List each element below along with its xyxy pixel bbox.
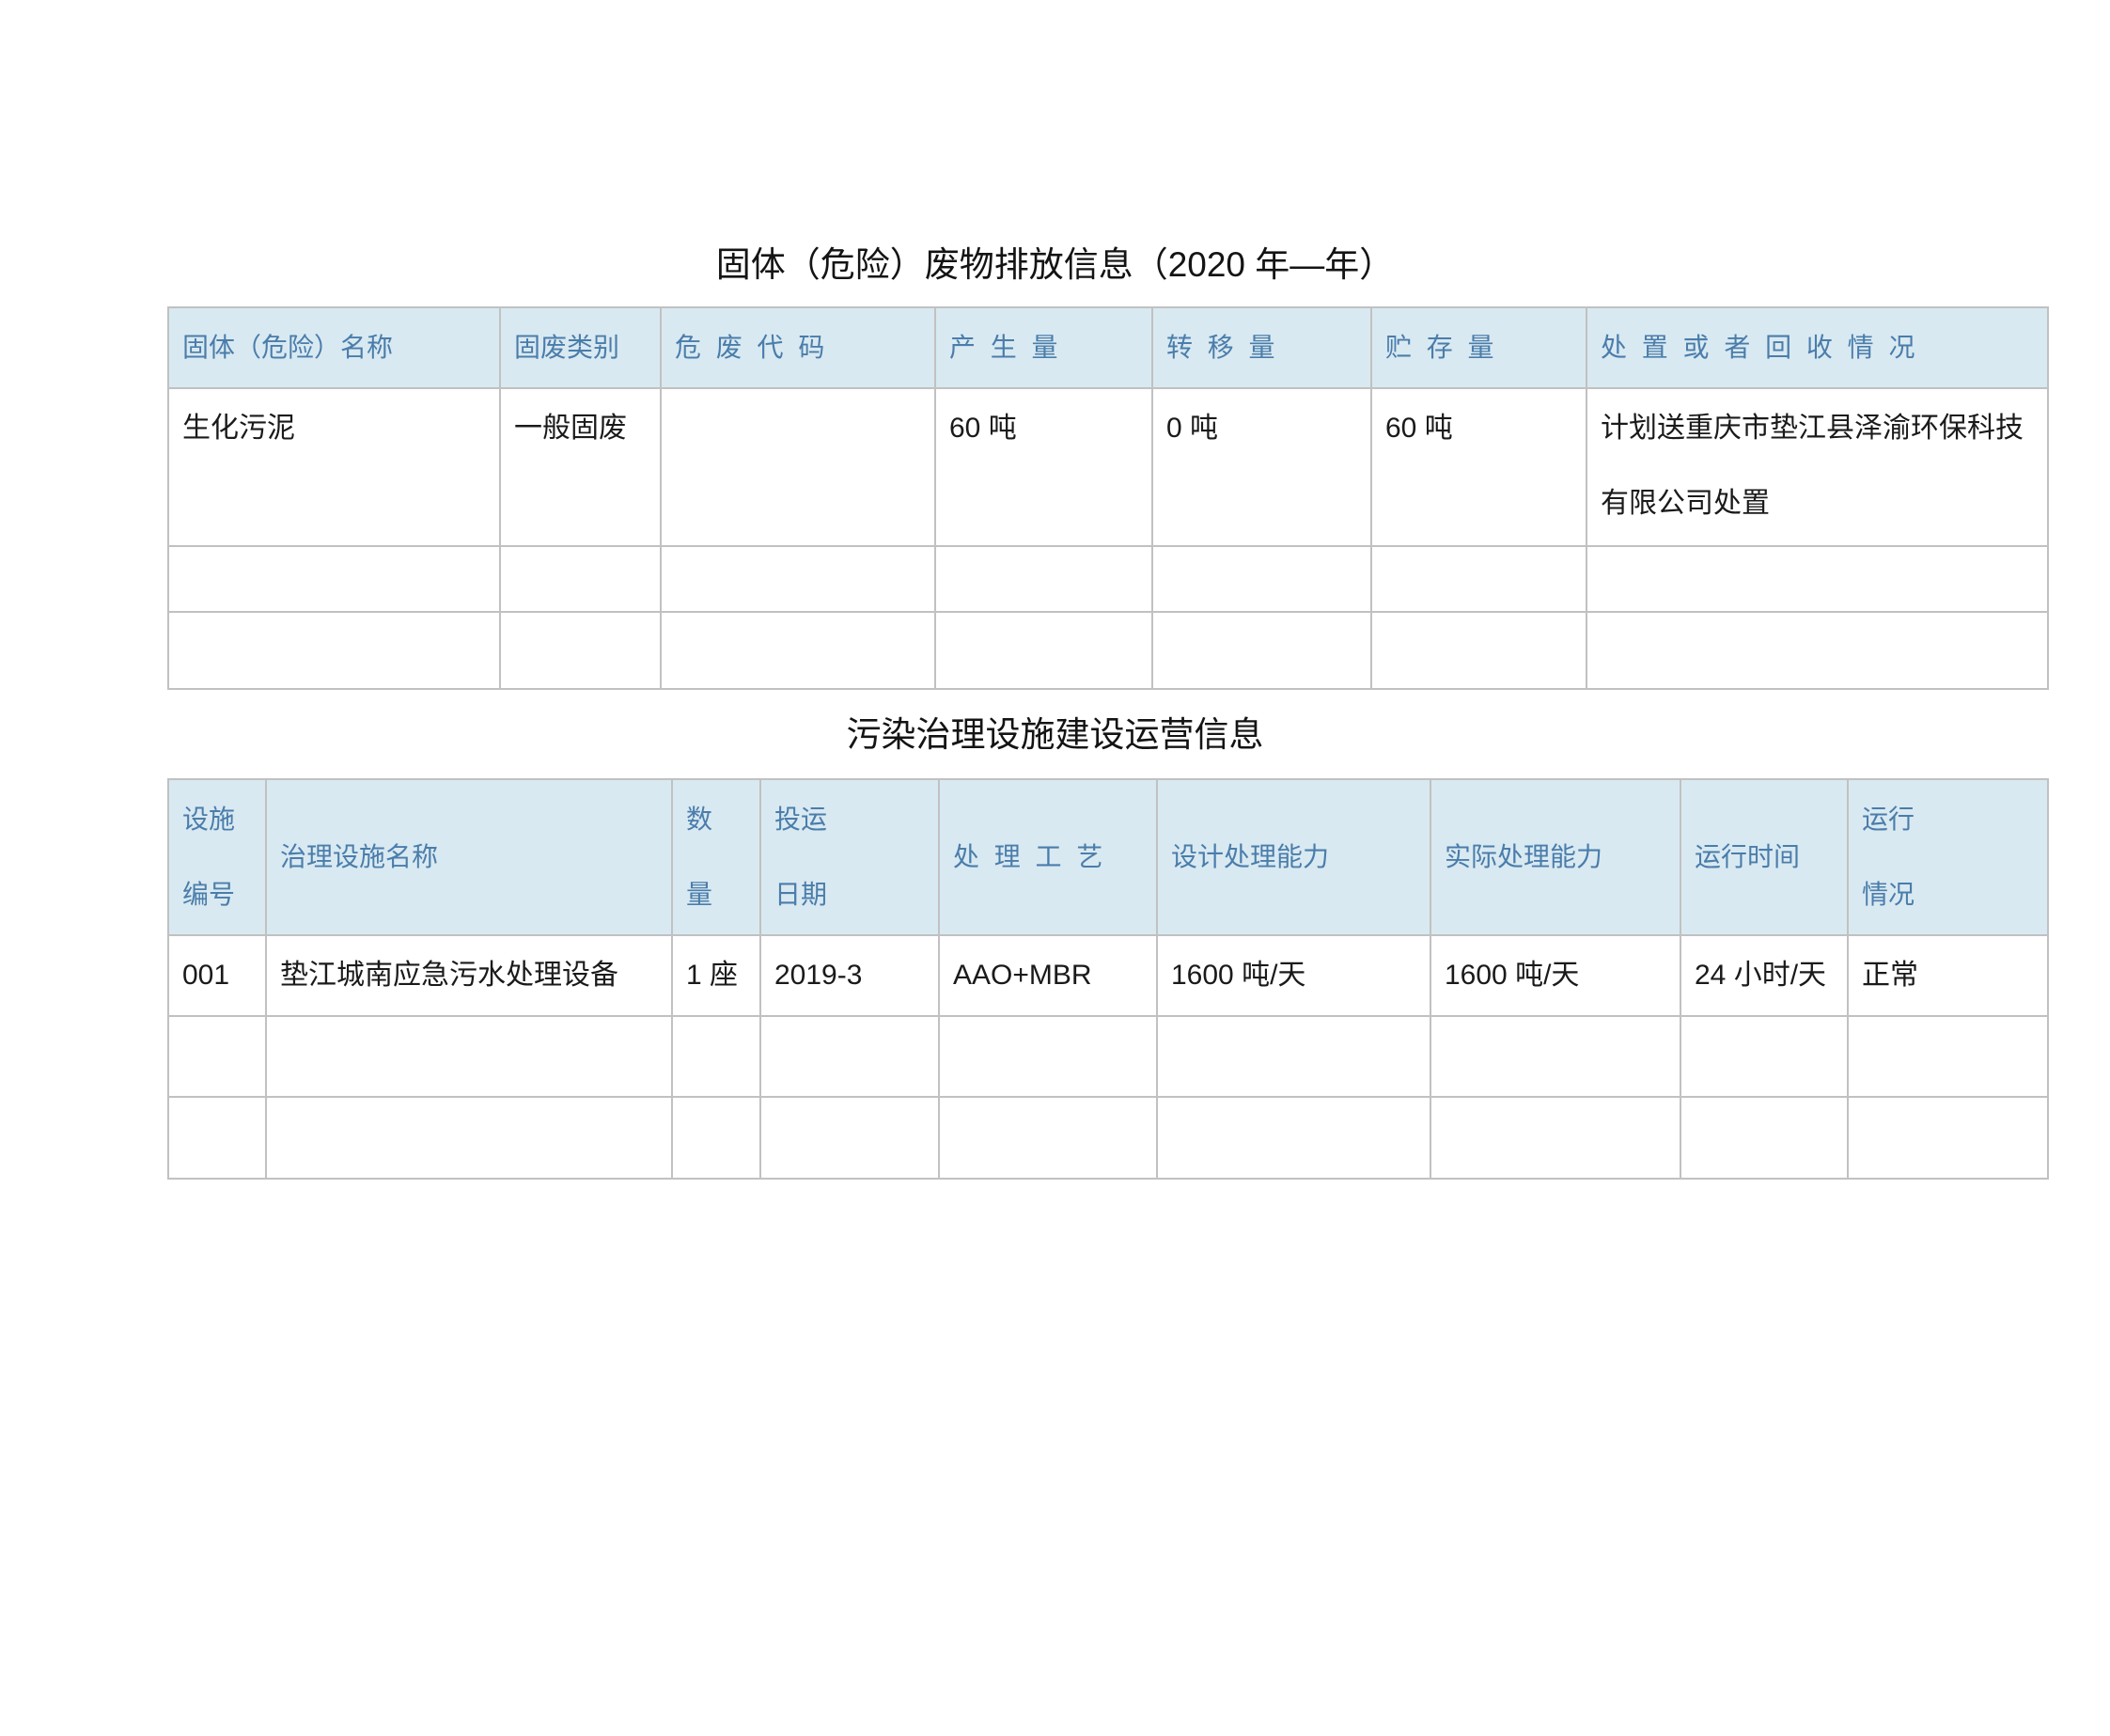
table-cell [1370,611,1587,690]
cell-operation-date: 2019-3 [759,934,940,1017]
section2-title: 污染治理设施建设运营信息 [846,715,1264,754]
facility-table-empty-row [167,1015,2049,1098]
table-cell [167,611,501,690]
treatment-facility-table: 设施 编号 治理设施名称 数 量 投运 日期 处 理 工 艺 设计处理能力 实际… [167,778,2049,1180]
table-cell [934,545,1153,613]
col-disposal-recovery: 处 置 或 者 回 收 情 况 [1586,306,2049,389]
table-cell [167,545,501,613]
col-transfer-amount: 转 移 量 [1151,306,1372,389]
facility-table-header-row: 设施 编号 治理设施名称 数 量 投运 日期 处 理 工 艺 设计处理能力 实际… [167,778,2049,936]
cell-facility-id: 001 [167,934,267,1017]
cell-storage-amount: 60 吨 [1370,387,1587,547]
cell-treatment-process: AAO+MBR [938,934,1158,1017]
facility-table-data-row: 001 垫江城南应急污水处理设备 1 座 2019-3 AAO+MBR 1600… [167,934,2049,1017]
table-cell [1680,1015,1849,1098]
table-cell [1430,1015,1681,1098]
table-cell [660,545,936,613]
table-cell [759,1015,940,1098]
cell-operation-status: 正常 [1847,934,2049,1017]
col-operation-status: 运行 情况 [1847,778,2049,936]
table-cell [1151,611,1372,690]
table-cell [1156,1015,1431,1098]
col-facility-id: 设施 编号 [167,778,267,936]
col-quantity: 数 量 [671,778,761,936]
table-cell [265,1096,673,1180]
table-cell [938,1015,1158,1098]
facility-table-empty-row [167,1096,2049,1180]
table-cell [1847,1015,2049,1098]
cell-production-amount: 60 吨 [934,387,1153,547]
table-cell [759,1096,940,1180]
table-cell [1847,1096,2049,1180]
waste-table-data-row: 生化污泥 一般固废 60 吨 0 吨 60 吨 计划送重庆市垫江县泽渝环保科技有… [167,387,2049,547]
cell-waste-category: 一般固废 [499,387,662,547]
table-cell [1680,1096,1849,1180]
table-cell [1156,1096,1431,1180]
col-production-amount: 产 生 量 [934,306,1153,389]
col-storage-amount: 贮 存 量 [1370,306,1587,389]
table-cell [938,1096,1158,1180]
table-cell [934,611,1153,690]
cell-hazard-code [660,387,936,547]
cell-design-capacity: 1600 吨/天 [1156,934,1431,1017]
table-cell [1586,545,2049,613]
cell-transfer-amount: 0 吨 [1151,387,1372,547]
cell-facility-name: 垫江城南应急污水处理设备 [265,934,673,1017]
col-actual-capacity: 实际处理能力 [1430,778,1681,936]
col-waste-category: 固废类别 [499,306,662,389]
col-hazard-code: 危 废 代 码 [660,306,936,389]
table-cell [1151,545,1372,613]
section1-title: 固体（危险）废物排放信息（2020 年—年） [715,245,1395,284]
table-cell [671,1096,761,1180]
table-cell [265,1015,673,1098]
table-cell [167,1015,267,1098]
table-cell [1586,611,2049,690]
col-waste-name: 固体（危险）名称 [167,306,501,389]
table-cell [660,611,936,690]
col-design-capacity: 设计处理能力 [1156,778,1431,936]
col-treatment-process: 处 理 工 艺 [938,778,1158,936]
col-operation-date: 投运 日期 [759,778,940,936]
table-cell [499,545,662,613]
table-cell [499,611,662,690]
cell-waste-name: 生化污泥 [167,387,501,547]
solid-waste-table: 固体（危险）名称 固废类别 危 废 代 码 产 生 量 转 移 量 贮 存 量 … [167,306,2049,690]
table-cell [1370,545,1587,613]
table-cell [671,1015,761,1098]
col-facility-name: 治理设施名称 [265,778,673,936]
waste-table-empty-row [167,545,2049,613]
cell-operation-hours: 24 小时/天 [1680,934,1849,1017]
waste-table-header-row: 固体（危险）名称 固废类别 危 废 代 码 产 生 量 转 移 量 贮 存 量 … [167,306,2049,389]
cell-disposal-recovery: 计划送重庆市垫江县泽渝环保科技有限公司处置 [1586,387,2049,547]
cell-quantity: 1 座 [671,934,761,1017]
table-cell [1430,1096,1681,1180]
table-cell [167,1096,267,1180]
waste-table-empty-row [167,611,2049,690]
cell-actual-capacity: 1600 吨/天 [1430,934,1681,1017]
col-operation-hours: 运行时间 [1680,778,1849,936]
